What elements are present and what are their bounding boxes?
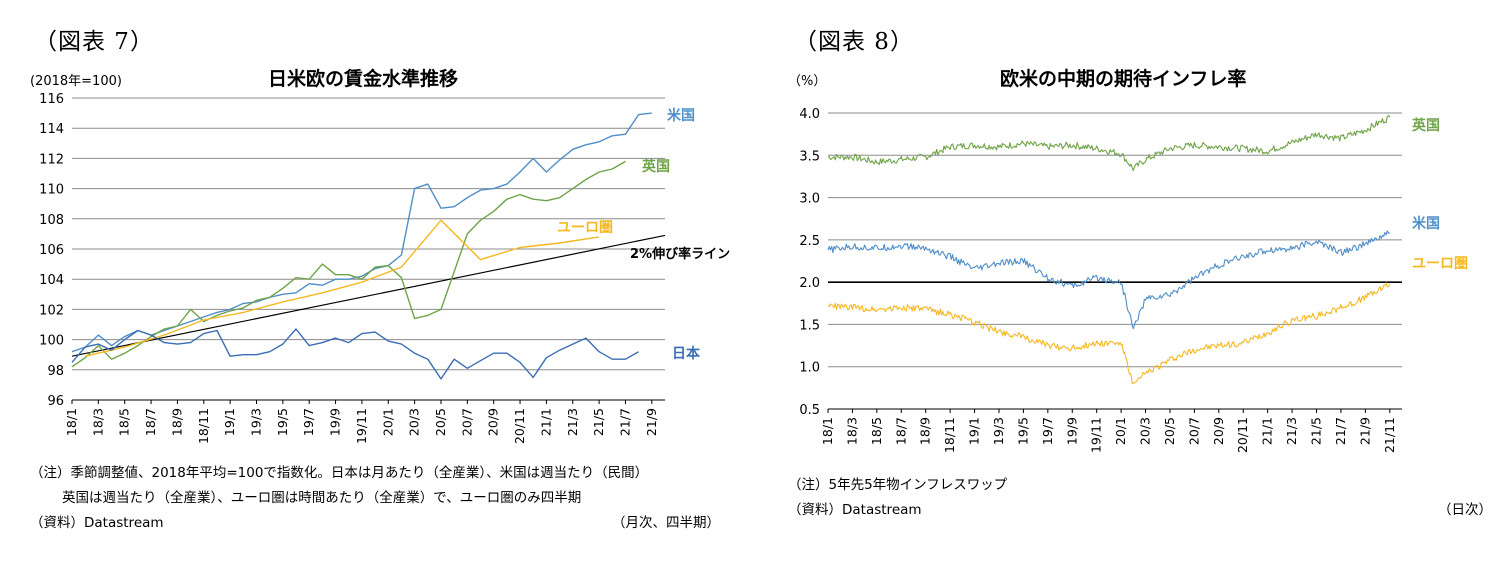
- y-tick-label: 106: [39, 243, 64, 258]
- figure-7-frequency: （月次、四半期）: [612, 515, 720, 531]
- x-tick-label: 20/7: [1186, 417, 1201, 445]
- y-tick-label: 4.0: [799, 107, 820, 122]
- x-tick-label: 19/9: [328, 408, 343, 436]
- x-tick-label: 18/7: [143, 408, 158, 436]
- x-tick-label: 21/1: [1260, 417, 1275, 445]
- series-line-euro: [827, 282, 1391, 385]
- y-tick-label: 110: [39, 183, 64, 198]
- x-tick-label: 21/5: [591, 408, 606, 436]
- x-tick-label: 21/5: [1309, 417, 1324, 445]
- x-tick-label: 18/3: [90, 408, 105, 436]
- figure-8-title: 欧米の中期の期待インフレ率: [1000, 68, 1247, 90]
- y-tick-label: 96: [47, 394, 64, 409]
- series-line-uk: [71, 160, 626, 368]
- x-tick-label: 20/3: [407, 408, 422, 436]
- figure-7-unit-label: (2018年=100): [30, 74, 122, 89]
- x-tick-label: 18/1: [64, 408, 79, 436]
- x-tick-label: 18/11: [942, 417, 957, 453]
- x-tick-label: 19/1: [222, 408, 237, 436]
- x-tick-label: 21/3: [1284, 417, 1299, 445]
- x-tick-label: 21/7: [617, 408, 632, 436]
- x-tick-label: 19/11: [1089, 417, 1104, 453]
- figure-8-frequency: （日次）: [1438, 502, 1492, 518]
- series-label-us: 米国: [667, 107, 695, 124]
- series-line-us: [827, 230, 1390, 330]
- x-tick-label: 21/9: [1357, 417, 1372, 445]
- x-tick-label: 21/1: [538, 408, 553, 436]
- x-tick-label: 19/7: [301, 408, 316, 436]
- series-label-japan: 日本: [672, 345, 701, 362]
- figure-8-note-1: （注）5年先5年物インフレスワップ: [788, 477, 1008, 493]
- figure-7-note-1: （注）季節調整値、2018年平均=100で指数化。日本は月あたり（全産業）、米国…: [30, 465, 649, 481]
- x-tick-label: 20/1: [1113, 417, 1128, 445]
- x-tick-label: 19/5: [1015, 417, 1030, 445]
- y-tick-label: 3.0: [799, 192, 820, 207]
- series-line-us: [71, 112, 652, 353]
- series-label-us: 米国: [1412, 215, 1440, 232]
- y-tick-label: 104: [39, 273, 64, 288]
- y-tick-label: 108: [39, 213, 64, 228]
- series-line-euro: [85, 219, 600, 357]
- figure-8-label: （図表 8）: [794, 29, 914, 55]
- y-tick-label: 100: [39, 334, 64, 349]
- x-tick-label: 18/9: [918, 417, 933, 445]
- x-tick-label: 21/11: [1382, 417, 1397, 453]
- x-tick-label: 19/5: [275, 408, 290, 436]
- x-tick-label: 19/9: [1064, 417, 1079, 445]
- x-tick-label: 18/9: [169, 408, 184, 436]
- y-tick-label: 2.0: [799, 276, 820, 291]
- x-tick-label: 19/7: [1040, 417, 1055, 445]
- x-tick-label: 21/9: [644, 408, 659, 436]
- x-tick-label: 20/5: [1162, 417, 1177, 445]
- figure-7-wage-chart: 96 98 100 102 104 106 108 110 112 114 116 18/1 18/3 1…: [39, 92, 730, 444]
- x-tick-label: 20/1: [380, 408, 395, 436]
- x-tick-label: 19/11: [354, 408, 369, 444]
- figure-8-source: （資料）Datastream: [788, 502, 922, 518]
- x-tick-label: 18/7: [893, 417, 908, 445]
- figure-7-title: 日米欧の賃金水準推移: [268, 68, 459, 90]
- x-tick-label: 20/9: [486, 408, 501, 436]
- series-line-japan: [71, 328, 639, 380]
- x-tick-label: 20/5: [433, 408, 448, 436]
- x-tick-label: 21/3: [565, 408, 580, 436]
- y-tick-label: 112: [39, 152, 64, 167]
- y-tick-label: 3.5: [799, 149, 820, 164]
- y-tick-label: 1.5: [799, 318, 820, 333]
- x-tick-label: 18/1: [820, 417, 835, 445]
- x-tick-label: 18/3: [844, 417, 859, 445]
- series-label-euro: ユーロ圏: [1412, 256, 1468, 272]
- y-tick-label: 1.0: [799, 361, 820, 376]
- y-tick-label: 114: [39, 122, 64, 137]
- x-tick-label: 19/1: [967, 417, 982, 445]
- trend-line-label: 2%伸び率ライン: [630, 246, 730, 262]
- x-tick-label: 20/3: [1138, 417, 1153, 445]
- x-tick-label: 19/3: [248, 408, 263, 436]
- series-label-uk: 英国: [641, 158, 670, 175]
- x-tick-label: 19/3: [991, 417, 1006, 445]
- trend-line-2pct: [71, 234, 666, 357]
- x-tick-label: 18/11: [196, 408, 211, 444]
- x-tick-label: 21/7: [1333, 417, 1348, 445]
- series-label-euro: ユーロ圏: [557, 220, 613, 236]
- figure-7-source: （資料）Datastream: [30, 515, 164, 531]
- y-tick-label: 98: [47, 364, 64, 379]
- y-tick-label: 102: [39, 303, 64, 318]
- x-tick-label: 18/5: [117, 408, 132, 436]
- figure-8-unit-label: （%）: [788, 74, 827, 89]
- y-tick-label: 0.5: [799, 403, 820, 418]
- series-label-uk: 英国: [1411, 117, 1440, 134]
- figure-7-note-2: 英国は週当たり（全産業）、ユーロ圏は時間あたり（全産業）で、ユーロ圏のみ四半期: [62, 490, 582, 506]
- y-tick-label: 116: [39, 92, 64, 107]
- figure-8-panel: （図表 8） （%） 欧米の中期の期待インフレ率 0.5 1.0 1.5 2.0 2.5…: [770, 0, 1502, 563]
- y-tick-label: 2.5: [799, 234, 820, 249]
- series-line-uk: [827, 114, 1391, 172]
- x-tick-label: 20/11: [1235, 417, 1250, 453]
- x-tick-label: 18/5: [869, 417, 884, 445]
- figure-7-panel: （図表 7） (2018年=100) 日米欧の賃金水準推移 96 98 100 102…: [30, 29, 730, 531]
- x-tick-label: 20/11: [512, 408, 527, 444]
- x-tick-label: 20/9: [1211, 417, 1226, 445]
- figure-8-inflation-chart: 0.5 1.0 1.5 2.0 2.5 3.0 3.5 4.0 18/1 18/3 18/5 18/7…: [799, 107, 1468, 453]
- x-tick-label: 20/7: [459, 408, 474, 436]
- figure-7-label: （図表 7）: [34, 29, 154, 55]
